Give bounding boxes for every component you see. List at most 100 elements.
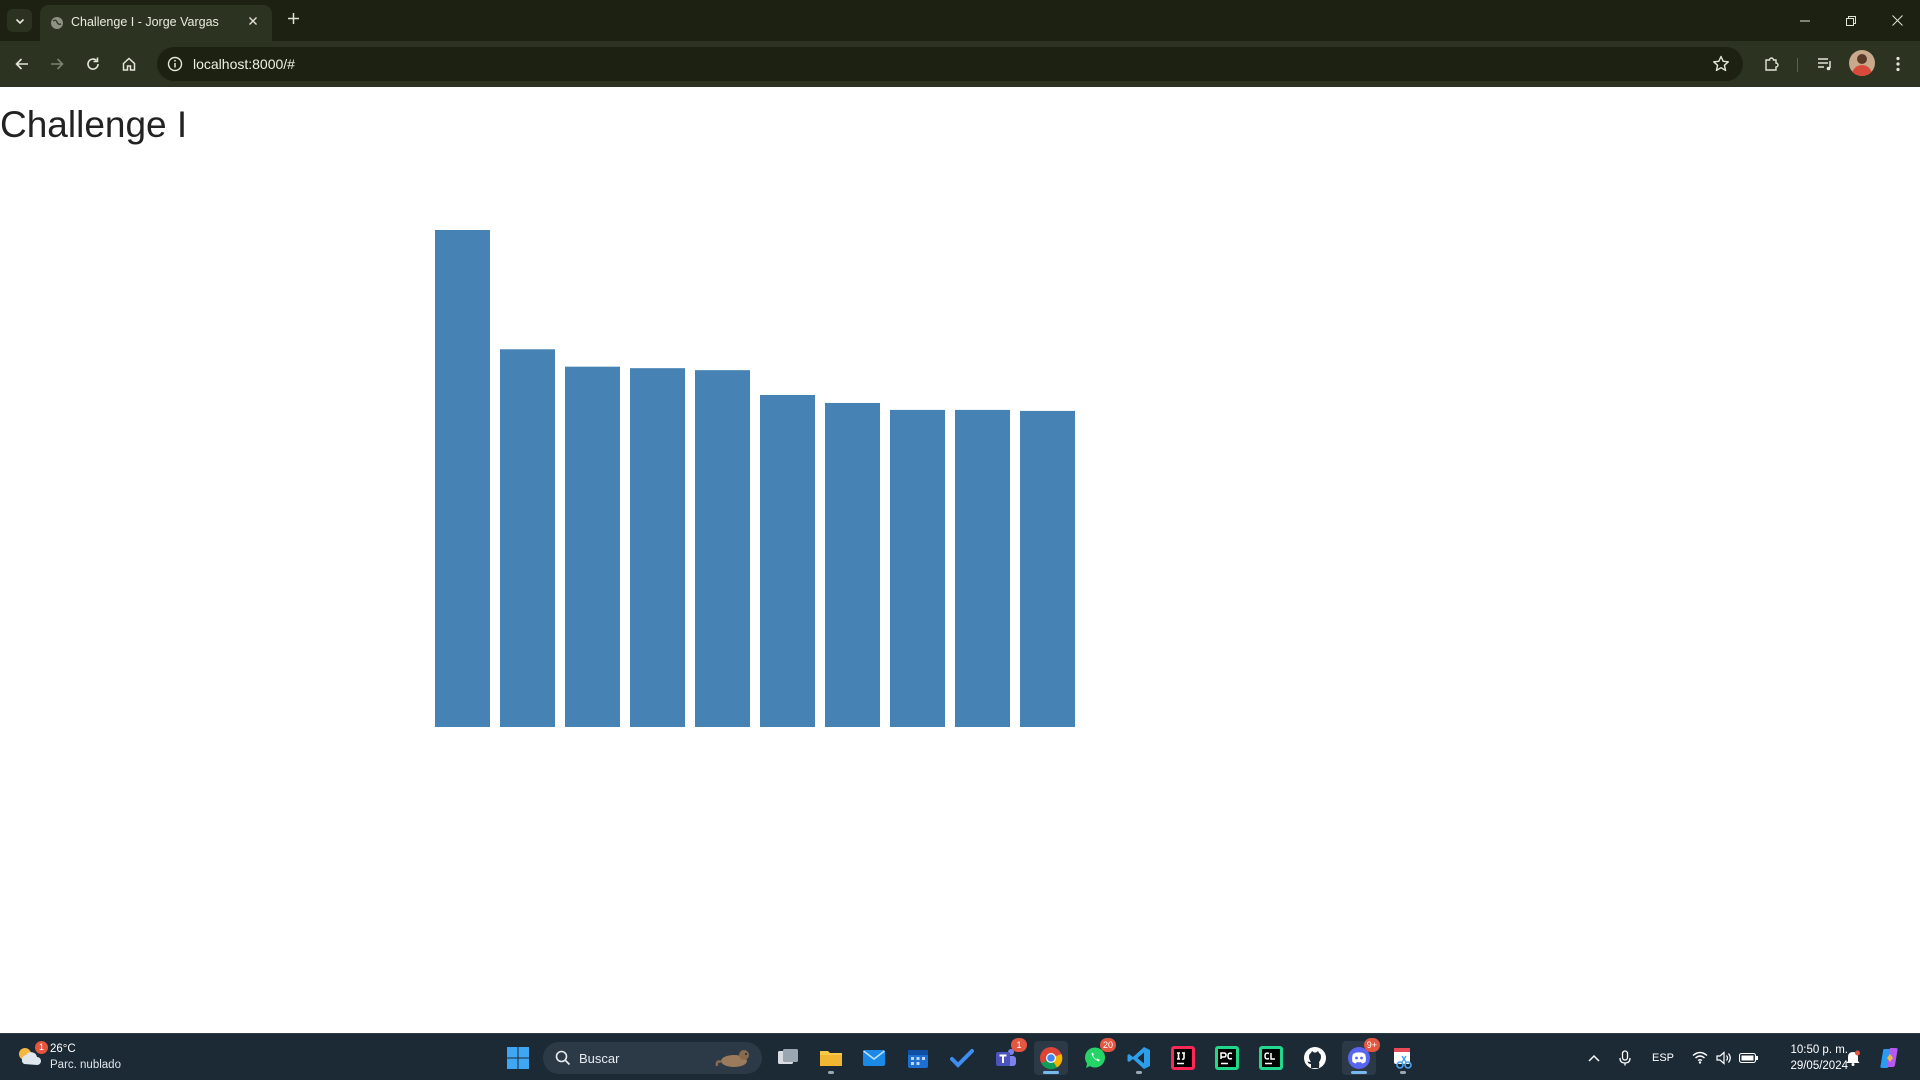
partly-cloudy-icon: [19, 1048, 41, 1065]
copilot-icon: [1880, 1047, 1898, 1068]
github-desktop-button[interactable]: [1298, 1041, 1332, 1075]
menu-button[interactable]: [1886, 52, 1910, 76]
clock[interactable]: 10:50 p. m. 29/05/2024: [1768, 1042, 1848, 1074]
url-text[interactable]: localhost:8000/#: [193, 56, 295, 72]
browser-tab-active[interactable]: Challenge I - Jorge Vargas: [40, 5, 272, 41]
bar-5: [695, 370, 750, 727]
profile-avatar[interactable]: [1849, 50, 1875, 76]
discord-badge: 9+: [1363, 1038, 1380, 1052]
chrome-button[interactable]: [1034, 1041, 1068, 1075]
clion-button[interactable]: [1254, 1041, 1288, 1075]
bar-chart: [435, 230, 1075, 727]
file-explorer-button[interactable]: [814, 1041, 848, 1075]
volume-button[interactable]: [1713, 1034, 1735, 1081]
calendar-button[interactable]: [901, 1041, 935, 1075]
chevron-up-icon: [1588, 1054, 1600, 1062]
tab-close-button[interactable]: [244, 13, 262, 31]
app-running-indicator: [828, 1071, 834, 1074]
task-view-button[interactable]: [771, 1041, 805, 1075]
browser-tab-strip: Challenge I - Jorge Vargas: [0, 0, 1920, 41]
whatsapp-icon: [1085, 1047, 1105, 1068]
notifications-button[interactable]: [1842, 1034, 1864, 1081]
whatsapp-button[interactable]: 20: [1078, 1038, 1116, 1075]
reload-button[interactable]: [81, 52, 105, 76]
bar-2: [500, 349, 555, 727]
search-placeholder: Buscar: [579, 1051, 620, 1066]
weather-widget[interactable]: 1 26°C Parc. nublado: [16, 1041, 136, 1075]
vscode-button[interactable]: [1122, 1041, 1156, 1075]
extensions-button[interactable]: [1760, 52, 1784, 76]
arrow-left-icon: [15, 58, 28, 70]
new-tab-button[interactable]: [282, 9, 304, 31]
checkmark-icon: [950, 1049, 974, 1068]
taskbar: 1 26°C Parc. nublado Buscar 1: [0, 1033, 1920, 1080]
app-running-indicator: [1136, 1071, 1142, 1074]
volume-icon: [1716, 1050, 1731, 1065]
language-indicator[interactable]: ESP: [1648, 1034, 1678, 1081]
search-icon: [555, 1050, 571, 1066]
browser-toolbar: localhost:8000/#: [0, 41, 1920, 87]
discord-button[interactable]: 9+: [1342, 1038, 1380, 1075]
github-icon: [1304, 1047, 1326, 1069]
address-bar[interactable]: localhost:8000/#: [157, 47, 1743, 81]
bar-4: [630, 368, 685, 727]
page-content: Challenge I: [0, 87, 1920, 1033]
close-icon: [249, 17, 257, 25]
snipping-tool-button[interactable]: [1386, 1041, 1420, 1075]
pycharm-icon: [1215, 1046, 1239, 1070]
arrow-right-icon: [51, 58, 64, 70]
page-title: Challenge I: [0, 104, 188, 145]
battery-button[interactable]: [1737, 1034, 1761, 1081]
discord-icon: [1348, 1047, 1370, 1069]
minimize-button[interactable]: [1782, 0, 1828, 41]
bar-7: [825, 402, 880, 727]
pycharm-button[interactable]: [1210, 1041, 1244, 1075]
tab-title: Challenge I - Jorge Vargas: [71, 15, 219, 29]
bar-9: [955, 409, 1010, 727]
microphone-button[interactable]: [1614, 1034, 1636, 1081]
teams-badge: 1: [1011, 1038, 1027, 1052]
bar-6: [760, 395, 815, 727]
snipping-tool-icon: [1394, 1048, 1412, 1069]
forward-button[interactable]: [45, 52, 69, 76]
close-window-button[interactable]: [1874, 0, 1920, 41]
app-active-indicator: [1043, 1071, 1059, 1074]
weather-badge: 1: [35, 1041, 48, 1054]
home-icon: [122, 57, 136, 71]
intellij-button[interactable]: [1166, 1041, 1200, 1075]
windows-logo-icon: [507, 1047, 529, 1069]
start-button[interactable]: [501, 1041, 535, 1075]
bell-icon: [1846, 1050, 1860, 1066]
taskbar-search[interactable]: Buscar: [543, 1042, 762, 1074]
clock-time: 10:50 p. m.: [1790, 1044, 1848, 1056]
todo-button[interactable]: [945, 1041, 979, 1075]
puzzle-icon: [1765, 57, 1779, 71]
mail-button[interactable]: [857, 1041, 891, 1075]
teams-button[interactable]: 1: [989, 1038, 1027, 1075]
task-view-icon: [778, 1049, 798, 1064]
wifi-button[interactable]: [1689, 1034, 1711, 1081]
more-vertical-icon: [1896, 56, 1900, 72]
weather-temperature: 26°C: [50, 1043, 76, 1055]
restore-button[interactable]: [1828, 0, 1874, 41]
clock-date: 29/05/2024: [1790, 1060, 1848, 1072]
search-highlight-icon: [715, 1050, 749, 1067]
media-controls-button[interactable]: [1813, 52, 1837, 76]
copilot-button[interactable]: [1874, 1034, 1906, 1081]
reload-icon: [87, 57, 99, 70]
mail-icon: [863, 1050, 885, 1066]
close-icon: [1891, 15, 1903, 26]
star-icon[interactable]: [1711, 54, 1731, 74]
info-icon[interactable]: [166, 55, 184, 73]
calendar-icon: [908, 1050, 928, 1068]
show-hidden-icons-button[interactable]: [1582, 1034, 1606, 1081]
bar-8: [890, 409, 945, 727]
home-button[interactable]: [117, 52, 141, 76]
vscode-icon: [1127, 1047, 1150, 1069]
chrome-icon: [1040, 1047, 1063, 1070]
restore-icon: [1846, 15, 1856, 26]
tab-search-button[interactable]: [7, 9, 32, 32]
wifi-icon: [1692, 1051, 1708, 1064]
microphone-icon: [1619, 1049, 1631, 1065]
back-button[interactable]: [10, 52, 34, 76]
